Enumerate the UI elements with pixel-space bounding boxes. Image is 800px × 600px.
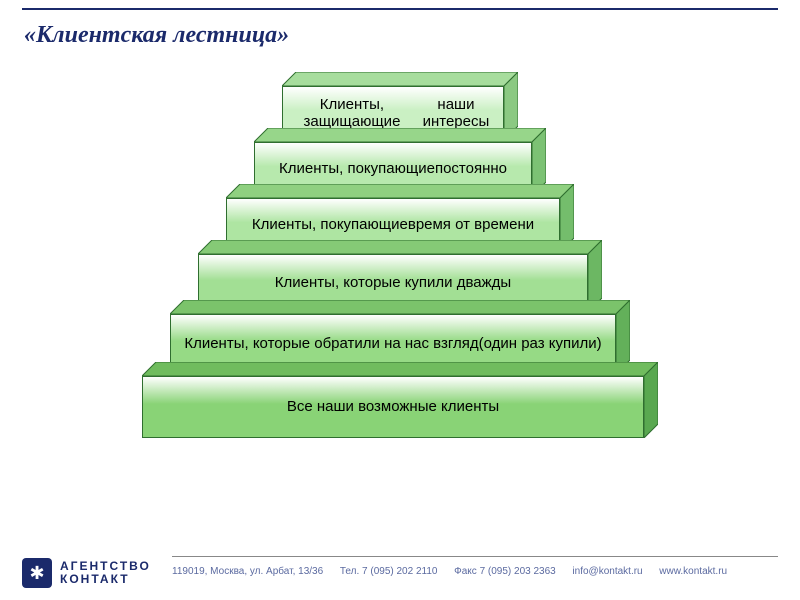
pyramid-step: Все наши возможные клиенты <box>142 362 658 438</box>
step-top-face <box>254 128 546 142</box>
footer-divider <box>172 556 778 557</box>
footer-address: 119019, Москва, ул. Арбат, 13/36 <box>172 566 323 577</box>
logo-icon: ✱ <box>22 558 52 588</box>
footer-contact: 119019, Москва, ул. Арбат, 13/36 Тел. 7 … <box>172 566 778 577</box>
step-top-face <box>226 184 574 198</box>
step-label-line: наши интересы <box>415 96 497 131</box>
logo: ✱ АГЕНТСТВО КОНТАКТ <box>22 558 151 588</box>
step-top-face <box>142 362 658 376</box>
step-label-line: Клиенты, покупающие <box>252 216 408 233</box>
pyramid-diagram: Клиенты, защищающиенаши интересы Клиенты,… <box>0 72 800 510</box>
step-top-face <box>198 240 602 254</box>
footer-fax: Факс 7 (095) 203 2363 <box>454 566 556 577</box>
step-label-line: (один раз купили) <box>479 335 602 352</box>
step-side-face <box>644 362 658 438</box>
slide-page: «Клиентская лестница» Клиенты, защищающи… <box>0 0 800 600</box>
logo-text: АГЕНТСТВО КОНТАКТ <box>60 560 151 586</box>
footer-email: info@kontakt.ru <box>572 566 642 577</box>
step-label-line: Клиенты, которые обратили на нас взгляд <box>184 335 478 352</box>
page-title: «Клиентская лестница» <box>24 22 289 49</box>
step-top-face <box>282 72 518 86</box>
step-label-line: Все наши возможные клиенты <box>287 398 499 415</box>
footer-web: www.kontakt.ru <box>659 566 727 577</box>
logo-line2: КОНТАКТ <box>60 573 151 586</box>
footer: ✱ АГЕНТСТВО КОНТАКТ 119019, Москва, ул. … <box>22 546 778 588</box>
step-front-face: Все наши возможные клиенты <box>142 376 644 438</box>
footer-tel: Тел. 7 (095) 202 2110 <box>340 566 438 577</box>
step-label-line: постоянно <box>435 160 507 177</box>
step-label-line: Клиенты, которые купили дважды <box>275 274 511 291</box>
step-top-face <box>170 300 630 314</box>
top-divider <box>22 8 778 10</box>
step-label-line: Клиенты, защищающие <box>289 96 415 131</box>
step-label-line: Клиенты, покупающие <box>279 160 435 177</box>
step-label-line: время от времени <box>408 216 534 233</box>
